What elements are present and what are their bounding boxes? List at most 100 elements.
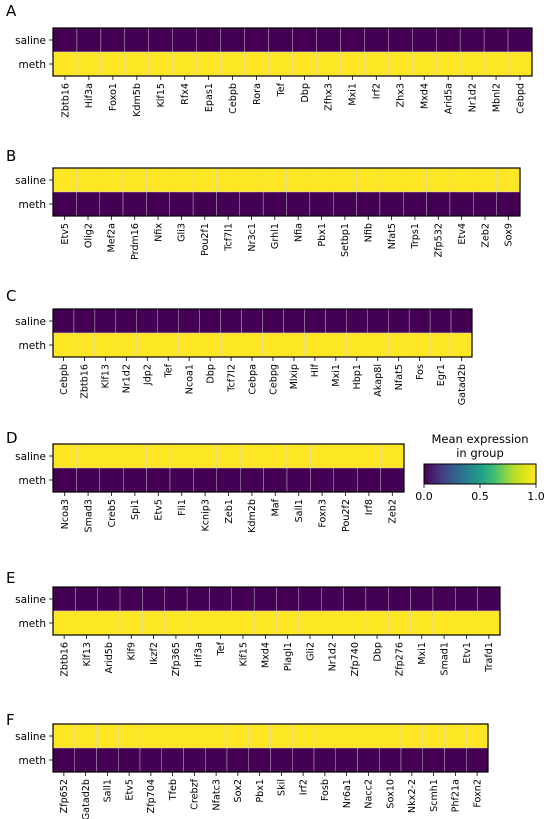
heatmap-cell	[142, 586, 165, 612]
gene-label: Klf9	[127, 642, 138, 660]
gene-label: Nr1d2	[328, 642, 339, 671]
gene-label: Cebpb	[59, 364, 70, 395]
heatmap-cell	[52, 167, 77, 193]
gene-label: Tef	[276, 82, 287, 97]
heatmap-cell	[333, 443, 358, 469]
gene-label: Setbp1	[340, 223, 351, 257]
heatmap-cell	[477, 586, 501, 612]
gene-label: Sall1	[103, 779, 114, 802]
gene-label: Zbtb16	[60, 83, 71, 118]
gene-label: Sall1	[294, 499, 305, 522]
colorbar-tick-label: 0.0	[415, 490, 433, 503]
gene-label: Zbtb16	[59, 642, 70, 677]
gene-label: Ncoa1	[184, 364, 195, 394]
heatmap-cell	[422, 747, 445, 773]
gene-label: Mxd4	[420, 83, 431, 109]
heatmap-cell	[161, 723, 184, 749]
heatmap-cell	[346, 308, 368, 334]
gene-label: Jdp2	[143, 364, 154, 386]
gene-label: Etv1	[462, 642, 473, 664]
panel-label: E	[6, 569, 15, 587]
gene-label: Klf13	[82, 642, 93, 667]
heatmap-cell	[263, 467, 288, 493]
gene-label: Nfat5	[394, 364, 405, 390]
heatmap-cell	[379, 747, 402, 773]
heatmap-cell	[75, 610, 98, 636]
heatmap-cell	[507, 27, 533, 53]
gene-label: Fosb	[320, 779, 331, 801]
panel-label: F	[6, 711, 15, 729]
heatmap-cell	[216, 191, 240, 217]
colorbar-title: in group	[456, 446, 504, 460]
heatmap-cell	[477, 610, 501, 636]
heatmap-cell	[357, 467, 381, 493]
heatmap-cell	[388, 610, 411, 636]
gene-label: Nfib	[364, 223, 375, 242]
row-label: meth	[19, 618, 46, 630]
heatmap-cell	[209, 610, 232, 636]
colorbar-gradient	[423, 463, 537, 485]
heatmap-cell	[76, 191, 100, 217]
heatmap-cell	[172, 27, 197, 53]
heatmap-cell	[309, 167, 334, 193]
panel-label: A	[6, 2, 17, 20]
gene-label: Kdm5b	[132, 83, 143, 117]
heatmap-cell	[97, 610, 121, 636]
row-label: saline	[15, 594, 46, 606]
heatmap-cell	[262, 191, 287, 217]
gene-label: Ncoa3	[60, 499, 71, 529]
heatmap-cell	[357, 747, 380, 773]
heatmap-cell	[220, 27, 245, 53]
gene-label: Etv4	[457, 223, 468, 245]
heatmap-cell	[268, 27, 293, 53]
heatmap-cell	[193, 443, 217, 469]
heatmap-cell	[335, 723, 358, 749]
gene-label: Nacc2	[364, 779, 375, 809]
heatmap-cell	[231, 610, 255, 636]
heatmap-cell	[388, 332, 410, 358]
heatmap-cell	[205, 723, 228, 749]
heatmap-cell	[321, 586, 344, 612]
heatmap-cell	[239, 167, 264, 193]
heatmap-cell	[97, 586, 121, 612]
heatmap-cell	[426, 191, 451, 217]
heatmap-cell	[367, 332, 389, 358]
gene-label: Zfhx3	[324, 83, 335, 111]
heatmap-cell	[118, 747, 141, 773]
gene-label: Sox10	[385, 779, 396, 809]
heatmap-cell	[365, 586, 389, 612]
heatmap-cell	[99, 443, 124, 469]
heatmap-cell	[449, 191, 474, 217]
heatmap-cell	[52, 27, 78, 53]
gene-label: Pbx1	[317, 223, 328, 247]
heatmap-cell	[412, 51, 437, 77]
gene-label: Klf15	[238, 642, 249, 667]
heatmap-cell	[400, 723, 423, 749]
heatmap-cell	[94, 308, 117, 334]
gene-label: Gatad2b	[457, 364, 468, 405]
heatmap-cell	[310, 443, 334, 469]
gene-label: Nfat5	[387, 223, 398, 249]
heatmap-cell	[216, 443, 241, 469]
gene-label: Trafd1	[484, 642, 495, 673]
gene-label: Pbx1	[255, 779, 266, 803]
gene-label: Arid5a	[443, 83, 454, 114]
gene-label: Smad1	[439, 642, 450, 676]
heatmap-cell	[292, 51, 317, 77]
heatmap-cell	[99, 191, 124, 217]
gene-label: Olig2	[83, 223, 94, 248]
heatmap-cell	[388, 586, 411, 612]
gene-label: Plagl1	[283, 642, 294, 671]
gene-label: Creb5	[107, 499, 118, 528]
heatmap-cell	[262, 308, 284, 334]
heatmap-cell	[283, 332, 305, 358]
heatmap-cell	[164, 610, 188, 636]
heatmap-cell	[73, 332, 96, 358]
gene-label: Etv5	[60, 223, 71, 245]
gene-label: Tcf7l1	[223, 223, 234, 252]
heatmap-cell	[241, 332, 263, 358]
heatmap-cell	[388, 27, 413, 53]
